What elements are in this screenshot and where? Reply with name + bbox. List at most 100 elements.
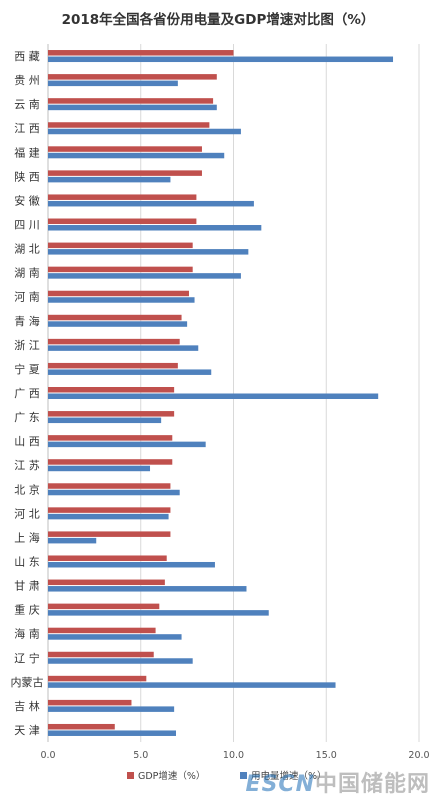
bar-electricity-growth: [48, 465, 151, 472]
bar-electricity-growth: [48, 682, 336, 688]
bar-electricity-growth: [48, 56, 394, 63]
x-tick-label: 5.0: [133, 750, 148, 761]
bar-electricity-growth: [48, 561, 215, 568]
bar-electricity-growth: [48, 658, 193, 664]
bar-electricity-growth: [48, 610, 269, 616]
bar-gdp-growth: [48, 170, 202, 176]
bar-electricity-growth: [48, 176, 171, 183]
bar-gdp-growth: [48, 483, 171, 489]
category-label: 陕 西: [14, 169, 40, 183]
bar-gdp-growth: [48, 50, 234, 56]
bar-electricity-growth: [48, 152, 225, 159]
bar-gdp-growth: [48, 314, 182, 321]
bar-electricity-growth: [48, 297, 195, 303]
bar-gdp-growth: [48, 266, 193, 273]
category-label: 河 北: [14, 507, 40, 520]
watermark-logo: ESCN中国储能网: [245, 772, 430, 797]
bar-gdp-growth: [48, 290, 189, 297]
category-label: 江 西: [14, 122, 40, 135]
category-label: 江 苏: [14, 459, 40, 472]
x-axis-tick-labels: 0.0 5.0 10.0 15.0 20.0: [40, 750, 429, 761]
bar-gdp-growth: [48, 507, 171, 513]
x-tick-label: 10.0: [223, 750, 244, 761]
bar-electricity-growth: [48, 730, 176, 736]
category-label: 甘 肃: [14, 580, 40, 593]
bar-electricity-growth: [48, 489, 180, 496]
bar-electricity-growth: [48, 393, 379, 399]
category-label: 上 海: [14, 530, 40, 544]
bar-gdp-growth: [48, 387, 175, 393]
bar-electricity-growth: [48, 345, 199, 351]
category-label: 四 川: [14, 219, 40, 232]
bar-electricity-growth: [48, 369, 212, 375]
bar-electricity-growth: [48, 128, 241, 135]
legend-label: GDP增速（%）: [138, 770, 205, 782]
category-label: 重 庆: [14, 603, 40, 617]
category-label: 河 南: [14, 291, 40, 304]
bar-gdp-growth: [48, 723, 115, 730]
bar-gdp-growth: [48, 411, 175, 417]
bar-gdp-growth: [48, 459, 173, 465]
category-label: 福 建: [14, 145, 40, 159]
bar-gdp-growth: [48, 362, 178, 369]
bar-electricity-growth: [48, 104, 217, 111]
bar-electricity-growth: [48, 513, 169, 520]
category-label: 青 海: [14, 314, 40, 328]
legend-swatch: [127, 772, 134, 779]
bar-gdp-growth: [48, 338, 180, 345]
category-label: 浙 江: [14, 339, 40, 352]
bar-gdp-growth: [48, 122, 210, 128]
category-label: 广 西: [14, 387, 40, 400]
category-label: 海 南: [14, 627, 40, 641]
category-label: 云 南: [14, 98, 40, 111]
legend: GDP增速（%） 用电量增速（%）: [127, 770, 327, 782]
bar-electricity-growth: [48, 225, 262, 231]
x-tick-label: 0.0: [40, 750, 55, 761]
x-tick-label: 15.0: [316, 750, 337, 761]
bar-gdp-growth: [48, 146, 202, 152]
bar-electricity-growth: [48, 200, 254, 207]
bar-electricity-growth: [48, 80, 178, 87]
category-label: 西 藏: [14, 50, 40, 63]
bars: [48, 50, 394, 736]
bar-gdp-growth: [48, 98, 214, 104]
bar-electricity-growth: [48, 634, 182, 640]
bar-electricity-growth: [48, 441, 206, 448]
bar-gdp-growth: [48, 218, 197, 225]
bar-gdp-growth: [48, 603, 160, 610]
bar-electricity-growth: [48, 706, 175, 712]
bar-gdp-growth: [48, 242, 193, 249]
bar-gdp-growth: [48, 699, 132, 706]
legend-label: 用电量增速（%）: [251, 770, 327, 782]
category-label: 北 京: [14, 482, 40, 496]
bar-gdp-growth: [48, 627, 156, 634]
category-label: 天 津: [14, 724, 40, 737]
category-label: 宁 夏: [14, 362, 40, 376]
legend-item: GDP增速（%）: [127, 770, 205, 782]
category-label: 安 徽: [14, 193, 40, 207]
bar-electricity-growth: [48, 273, 241, 279]
bar-gdp-growth: [48, 579, 165, 586]
chart-title: 2018年全国各省份用电量及GDP增速对比图（%）: [61, 12, 375, 28]
category-label: 山 东: [14, 555, 40, 568]
category-label: 贵 州: [14, 74, 40, 87]
bar-electricity-growth: [48, 417, 162, 424]
category-label: 广 东: [14, 411, 40, 424]
legend-swatch: [240, 772, 247, 779]
bar-electricity-growth: [48, 586, 247, 592]
gridlines: [47, 44, 420, 742]
bar-gdp-growth: [48, 651, 154, 658]
bar-gdp-growth: [48, 194, 197, 200]
category-label: 辽 宁: [14, 651, 40, 665]
legend-item: 用电量增速（%）: [240, 770, 327, 782]
category-label: 吉 林: [14, 699, 40, 713]
bar-gdp-growth: [48, 555, 167, 561]
bar-electricity-growth: [48, 249, 249, 255]
bar-gdp-growth: [48, 675, 147, 682]
bar-gdp-growth: [48, 435, 173, 441]
category-label: 内蒙古: [11, 675, 44, 689]
category-label: 山 西: [14, 435, 40, 448]
bar-electricity-growth: [48, 537, 97, 544]
bar-gdp-growth: [48, 531, 171, 537]
